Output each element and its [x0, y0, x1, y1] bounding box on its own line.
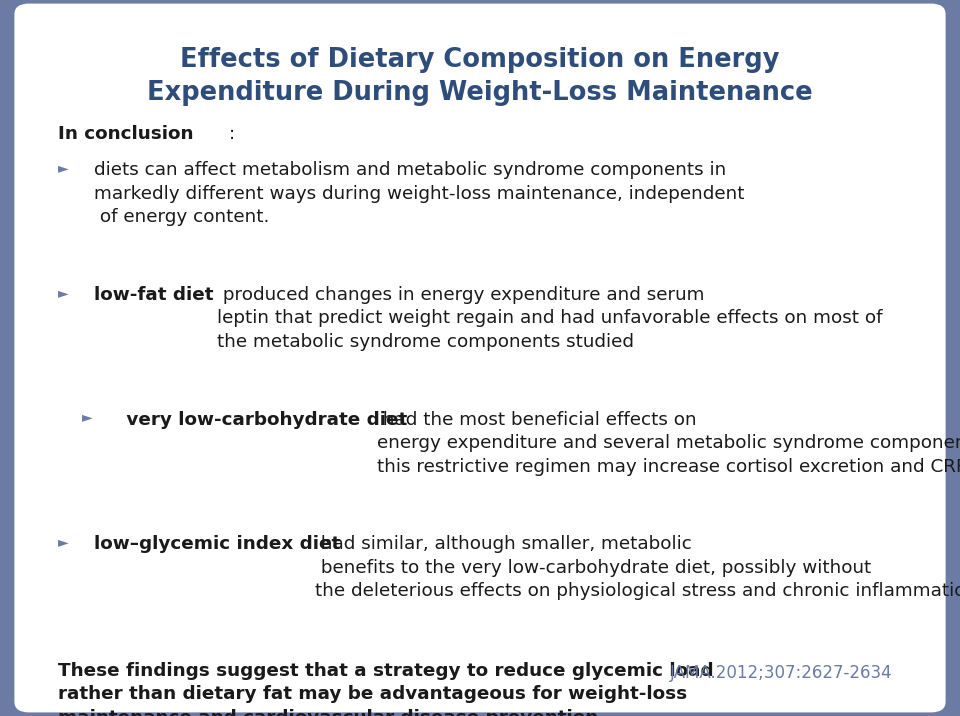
Text: ►: ► — [82, 410, 92, 425]
Text: had the most beneficial effects on
energy expenditure and several metabolic synd: had the most beneficial effects on energ… — [377, 410, 960, 475]
Text: ►: ► — [58, 536, 68, 549]
Text: JAMA.2012;307:2627-2634: JAMA.2012;307:2627-2634 — [670, 664, 893, 682]
Text: In conclusion: In conclusion — [58, 125, 193, 143]
Text: These findings suggest that a strategy to reduce glycemic load
rather than dieta: These findings suggest that a strategy t… — [58, 662, 713, 716]
Text: produced changes in energy expenditure and serum
leptin that predict weight rega: produced changes in energy expenditure a… — [217, 286, 882, 351]
Text: ►: ► — [58, 161, 68, 175]
Text: low–glycemic index diet: low–glycemic index diet — [94, 536, 341, 553]
Text: ►: ► — [58, 286, 68, 300]
Text: Effects of Dietary Composition on Energy
Expenditure During Weight-Loss Maintena: Effects of Dietary Composition on Energy… — [147, 47, 813, 105]
Text: diets can affect metabolism and metabolic syndrome components in
markedly differ: diets can affect metabolism and metaboli… — [94, 161, 745, 226]
Text: very low-carbohydrate diet: very low-carbohydrate diet — [120, 410, 407, 429]
Text: :: : — [228, 125, 234, 143]
Text: had similar, although smaller, metabolic
 benefits to the very low-carbohydrate : had similar, although smaller, metabolic… — [315, 536, 960, 601]
Text: low-fat diet: low-fat diet — [94, 286, 213, 304]
FancyBboxPatch shape — [14, 4, 946, 712]
